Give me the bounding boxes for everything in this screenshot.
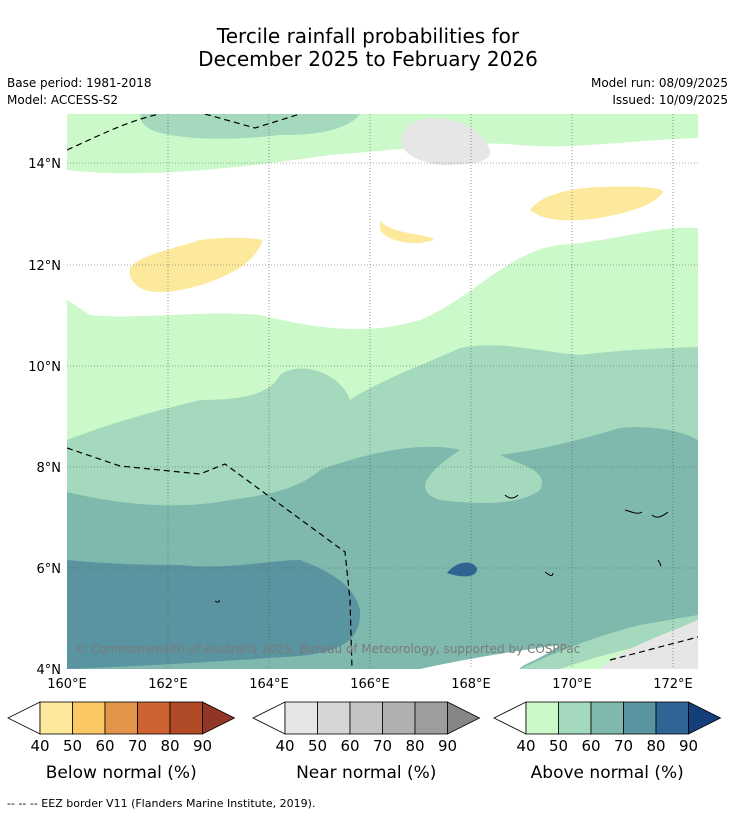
below-patch-3 <box>530 186 663 221</box>
eez-border <box>67 114 698 669</box>
colorbar-title: Near normal (%) <box>296 763 436 783</box>
below-patch-2 <box>380 220 434 244</box>
above-70-band <box>67 560 361 669</box>
lat-label: 12°N <box>28 259 61 274</box>
lat-label: 4°N <box>37 663 62 678</box>
colorbar-low-extension <box>7 701 41 735</box>
model-run: Model run: 08/09/2025 <box>590 76 728 90</box>
colorbar-legends: 40 50 60 70 80 90 Below normal (%) 40 50 60 70 80 90… <box>7 701 722 783</box>
colorbar-tick-label: 90 <box>679 737 698 755</box>
colorbar-segment <box>317 701 351 735</box>
colorbar-title: Above normal (%) <box>531 763 684 783</box>
colorbar-segment <box>655 701 689 735</box>
colorbar-tick-label: 50 <box>308 737 327 755</box>
colorbar-tick-label: 70 <box>614 737 633 755</box>
lat-label: 14°N <box>28 157 61 172</box>
lat-label: 8°N <box>37 461 62 476</box>
colorbar-high-extension <box>447 701 481 735</box>
colorbar-tick-label: 80 <box>646 737 665 755</box>
colorbar-low-extension <box>493 701 527 735</box>
colorbar-segment <box>525 701 559 735</box>
colorbar-segment <box>382 701 416 735</box>
colorbar-tick-label: 70 <box>128 737 147 755</box>
white-lower-right <box>420 645 560 669</box>
lon-label: 164°E <box>249 677 289 692</box>
title-line-1: Tercile rainfall probabilities for <box>216 24 520 48</box>
above-50-top-patch <box>140 114 360 139</box>
copyright-text: © Commonwealth of Australia 2025, Bureau… <box>75 642 580 656</box>
colorbar-tick-label: 40 <box>275 737 294 755</box>
colorbar-segment <box>72 701 106 735</box>
lon-label: 172°E <box>653 677 693 692</box>
title-line-2: December 2025 to February 2026 <box>198 47 538 71</box>
white-band <box>67 138 698 330</box>
lon-label: 170°E <box>552 677 592 692</box>
colorbar-tick-label: 60 <box>95 737 114 755</box>
colorbar-segment <box>39 701 73 735</box>
colorbar-tick-label: 90 <box>193 737 212 755</box>
near-normal-patch <box>401 118 491 165</box>
colorbar-segment <box>284 701 318 735</box>
colorbar-high-extension <box>688 701 722 735</box>
colorbar-segment <box>590 701 624 735</box>
colorbar-tick-label: 50 <box>549 737 568 755</box>
gridlines <box>67 114 698 669</box>
colorbar-segment <box>137 701 171 735</box>
colorbar-2: 40 50 60 70 80 90 Above normal (%) <box>493 701 722 783</box>
colorbar-tick-label: 80 <box>405 737 424 755</box>
colorbar-low-extension <box>252 701 286 735</box>
colorbar-high-extension <box>202 701 236 735</box>
footnote: -- -- -- EEZ border V11 (Flanders Marine… <box>7 797 316 810</box>
lon-label: 166°E <box>350 677 390 692</box>
colorbar-segment <box>169 701 203 735</box>
colorbar-segment <box>414 701 448 735</box>
colorbar-tick-label: 70 <box>373 737 392 755</box>
island-outlines <box>214 494 669 603</box>
above-70-patch-left <box>80 600 102 609</box>
map-panel <box>67 114 698 669</box>
colorbar-segment <box>104 701 138 735</box>
colorbar-tick-label: 60 <box>581 737 600 755</box>
colorbar-tick-label: 60 <box>340 737 359 755</box>
colorbar-0: 40 50 60 70 80 90 Below normal (%) <box>7 701 236 783</box>
lat-label: 10°N <box>28 360 61 375</box>
colorbar-title: Below normal (%) <box>46 763 197 783</box>
lon-label: 168°E <box>451 677 491 692</box>
issued-date: Issued: 10/09/2025 <box>612 93 728 107</box>
lat-label: 6°N <box>37 562 62 577</box>
colorbar-tick-label: 50 <box>63 737 82 755</box>
colorbar-segment <box>558 701 592 735</box>
lon-label: 160°E <box>47 677 87 692</box>
colorbar-tick-label: 90 <box>438 737 457 755</box>
colorbar-tick-label: 40 <box>516 737 535 755</box>
model-name: Model: ACCESS-S2 <box>7 93 119 107</box>
base-period: Base period: 1981-2018 <box>7 76 152 90</box>
colorbar-segment <box>623 701 657 735</box>
colorbar-tick-label: 80 <box>160 737 179 755</box>
lon-label: 162°E <box>148 677 188 692</box>
above-80-patch <box>447 562 478 577</box>
colorbar-segment <box>349 701 383 735</box>
colorbar-tick-label: 40 <box>30 737 49 755</box>
